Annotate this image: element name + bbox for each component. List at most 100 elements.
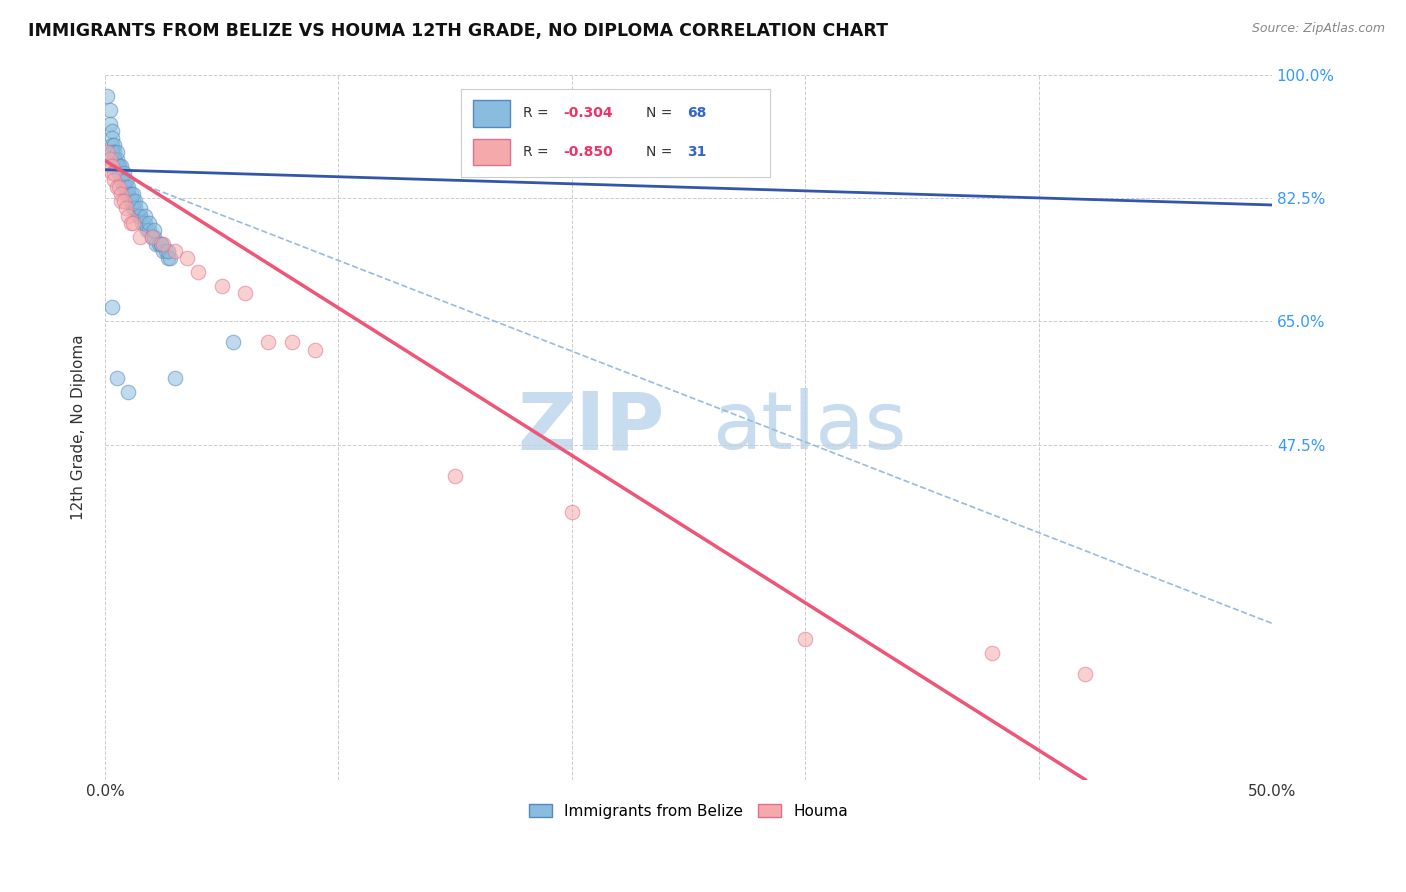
Point — [176, 251, 198, 265]
Point — [138, 222, 160, 236]
Legend: Immigrants from Belize, Houma: Immigrants from Belize, Houma — [523, 797, 855, 825]
Point — [122, 194, 145, 209]
Point — [98, 117, 121, 131]
Point — [129, 202, 152, 216]
Point — [105, 159, 128, 173]
Point — [141, 229, 163, 244]
Point — [122, 202, 145, 216]
Point — [138, 216, 160, 230]
Point — [108, 166, 131, 180]
Point — [101, 124, 124, 138]
Point — [105, 370, 128, 384]
Point — [129, 229, 152, 244]
Point — [115, 187, 138, 202]
Point — [112, 166, 135, 180]
Point — [110, 159, 132, 173]
Text: Source: ZipAtlas.com: Source: ZipAtlas.com — [1251, 22, 1385, 36]
Point — [110, 194, 132, 209]
Point — [120, 187, 142, 202]
Point — [163, 370, 186, 384]
Text: atlas: atlas — [711, 388, 905, 466]
Point — [134, 209, 156, 223]
Point — [120, 216, 142, 230]
Point — [103, 173, 125, 187]
Point — [101, 300, 124, 314]
Point — [222, 335, 245, 350]
Point — [211, 279, 233, 293]
Point — [152, 236, 174, 251]
Text: ZIP: ZIP — [517, 388, 665, 466]
Y-axis label: 12th Grade, No Diploma: 12th Grade, No Diploma — [72, 334, 86, 520]
Point — [134, 216, 156, 230]
Point — [98, 103, 121, 117]
Point — [115, 180, 138, 194]
Point — [233, 286, 256, 301]
Point — [148, 236, 170, 251]
Point — [561, 505, 583, 519]
Point — [145, 236, 167, 251]
Point — [155, 244, 177, 258]
Point — [156, 251, 179, 265]
Point — [136, 222, 159, 236]
Point — [143, 222, 166, 236]
Point — [159, 251, 181, 265]
Point — [108, 159, 131, 173]
Point — [120, 194, 142, 209]
Point — [98, 152, 121, 166]
Point — [117, 209, 139, 223]
Point — [280, 335, 302, 350]
Point — [105, 145, 128, 159]
Point — [120, 194, 142, 209]
Point — [108, 166, 131, 180]
Point — [103, 152, 125, 166]
Point — [124, 202, 146, 216]
Point — [115, 202, 138, 216]
Point — [101, 159, 124, 173]
Point — [163, 244, 186, 258]
Point — [108, 180, 131, 194]
Point — [105, 152, 128, 166]
Point — [105, 159, 128, 173]
Point — [110, 166, 132, 180]
Point — [124, 194, 146, 209]
Point — [96, 88, 118, 103]
Point — [257, 335, 280, 350]
Point — [110, 173, 132, 187]
Text: IMMIGRANTS FROM BELIZE VS HOUMA 12TH GRADE, NO DIPLOMA CORRELATION CHART: IMMIGRANTS FROM BELIZE VS HOUMA 12TH GRA… — [28, 22, 889, 40]
Point — [101, 166, 124, 180]
Point — [122, 187, 145, 202]
Point — [143, 229, 166, 244]
Point — [150, 236, 173, 251]
Point — [129, 209, 152, 223]
Point — [150, 236, 173, 251]
Point — [980, 646, 1002, 660]
Point — [112, 173, 135, 187]
Point — [794, 632, 817, 646]
Point — [152, 244, 174, 258]
Point — [156, 244, 179, 258]
Point — [115, 173, 138, 187]
Point — [1074, 666, 1097, 681]
Point — [103, 138, 125, 153]
Point — [112, 180, 135, 194]
Point — [117, 187, 139, 202]
Point — [112, 180, 135, 194]
Point — [129, 209, 152, 223]
Point — [117, 384, 139, 399]
Point — [122, 216, 145, 230]
Point — [103, 145, 125, 159]
Point — [304, 343, 326, 357]
Point — [110, 187, 132, 202]
Point — [187, 265, 209, 279]
Point — [105, 180, 128, 194]
Point — [103, 152, 125, 166]
Point — [444, 469, 467, 483]
Point — [103, 166, 125, 180]
Point — [141, 229, 163, 244]
Point — [101, 145, 124, 159]
Point — [117, 187, 139, 202]
Point — [101, 138, 124, 153]
Point — [127, 209, 149, 223]
Point — [112, 194, 135, 209]
Point — [108, 159, 131, 173]
